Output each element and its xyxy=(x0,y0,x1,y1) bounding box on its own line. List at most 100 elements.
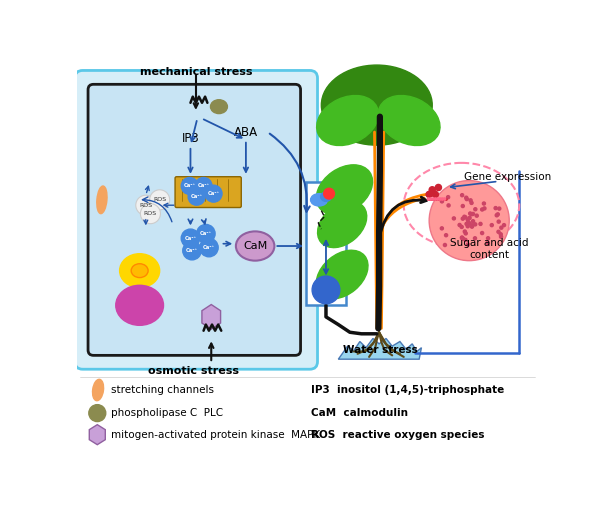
Circle shape xyxy=(482,202,485,205)
Circle shape xyxy=(469,212,472,215)
Circle shape xyxy=(446,196,449,199)
Text: ROS: ROS xyxy=(139,203,152,208)
Circle shape xyxy=(460,236,463,239)
Circle shape xyxy=(461,194,464,197)
Circle shape xyxy=(470,225,473,228)
Circle shape xyxy=(502,224,506,226)
Ellipse shape xyxy=(317,96,379,145)
Ellipse shape xyxy=(236,231,274,260)
Circle shape xyxy=(197,224,215,243)
Circle shape xyxy=(429,187,436,193)
Text: Water stress: Water stress xyxy=(343,345,418,355)
Circle shape xyxy=(500,235,503,238)
Circle shape xyxy=(440,200,443,203)
Text: IP3: IP3 xyxy=(182,132,199,145)
Circle shape xyxy=(429,180,509,260)
Text: stretching channels: stretching channels xyxy=(111,385,214,395)
Circle shape xyxy=(466,243,469,246)
Circle shape xyxy=(465,222,468,225)
Circle shape xyxy=(473,223,477,226)
Circle shape xyxy=(443,198,446,200)
Text: Ca²⁺: Ca²⁺ xyxy=(197,184,209,188)
Ellipse shape xyxy=(322,65,432,145)
Circle shape xyxy=(465,198,468,201)
Circle shape xyxy=(479,222,482,225)
Text: mitogen-activated protein kinase  MAPK: mitogen-activated protein kinase MAPK xyxy=(111,430,320,440)
Circle shape xyxy=(497,220,500,223)
Circle shape xyxy=(467,221,470,224)
Text: osmotic stress: osmotic stress xyxy=(148,366,239,376)
Circle shape xyxy=(469,199,472,202)
Circle shape xyxy=(463,230,466,233)
Text: Ca²⁺: Ca²⁺ xyxy=(200,231,212,236)
Ellipse shape xyxy=(97,186,107,213)
Text: ROS: ROS xyxy=(144,211,157,216)
Circle shape xyxy=(430,198,432,200)
Circle shape xyxy=(434,198,436,200)
Circle shape xyxy=(149,190,170,210)
Circle shape xyxy=(464,232,467,235)
Circle shape xyxy=(464,238,467,242)
Text: phospholipase C  PLC: phospholipase C PLC xyxy=(111,408,223,418)
Circle shape xyxy=(89,405,106,422)
Circle shape xyxy=(470,213,473,216)
Text: Ca²⁺: Ca²⁺ xyxy=(190,194,203,199)
Circle shape xyxy=(181,177,198,195)
Circle shape xyxy=(487,237,490,240)
Ellipse shape xyxy=(316,250,368,299)
Circle shape xyxy=(495,214,498,217)
Circle shape xyxy=(471,224,474,227)
Circle shape xyxy=(468,222,471,225)
Circle shape xyxy=(473,237,476,240)
Text: Sugar and acid
content: Sugar and acid content xyxy=(450,238,529,260)
Circle shape xyxy=(466,222,470,225)
Circle shape xyxy=(465,196,468,199)
Circle shape xyxy=(441,198,443,200)
Circle shape xyxy=(447,204,450,207)
Circle shape xyxy=(432,191,439,198)
Circle shape xyxy=(443,244,446,246)
Circle shape xyxy=(458,223,461,226)
Circle shape xyxy=(188,188,205,205)
Circle shape xyxy=(140,203,160,224)
Text: mechanical stress: mechanical stress xyxy=(140,67,252,77)
Circle shape xyxy=(136,195,156,215)
Circle shape xyxy=(472,212,475,215)
Text: Ca²⁺: Ca²⁺ xyxy=(184,236,197,241)
Circle shape xyxy=(483,207,486,210)
Circle shape xyxy=(490,224,493,226)
Circle shape xyxy=(436,198,439,200)
Circle shape xyxy=(195,177,212,195)
Ellipse shape xyxy=(116,285,164,325)
Circle shape xyxy=(323,188,334,199)
Circle shape xyxy=(183,242,201,260)
Circle shape xyxy=(472,220,475,223)
Circle shape xyxy=(496,213,499,216)
Circle shape xyxy=(470,201,473,204)
Circle shape xyxy=(474,208,477,211)
Ellipse shape xyxy=(316,165,373,215)
Circle shape xyxy=(461,236,464,240)
Circle shape xyxy=(452,217,455,220)
Circle shape xyxy=(312,276,340,304)
Ellipse shape xyxy=(92,379,104,401)
Circle shape xyxy=(468,217,471,220)
Circle shape xyxy=(500,226,503,229)
Bar xyxy=(306,182,346,305)
Circle shape xyxy=(460,225,463,229)
Ellipse shape xyxy=(311,194,328,206)
Circle shape xyxy=(464,216,467,219)
Text: Gene expression: Gene expression xyxy=(464,172,551,181)
Polygon shape xyxy=(202,304,221,329)
Circle shape xyxy=(205,185,222,202)
Circle shape xyxy=(494,207,497,210)
Ellipse shape xyxy=(131,264,148,278)
Circle shape xyxy=(432,198,434,200)
Circle shape xyxy=(463,215,466,218)
Text: Ca²⁺: Ca²⁺ xyxy=(186,248,198,253)
Text: Ca²⁺: Ca²⁺ xyxy=(203,245,215,250)
Text: Ca²⁺: Ca²⁺ xyxy=(184,184,196,188)
Text: IP3  inositol (1,4,5)-triphosphate: IP3 inositol (1,4,5)-triphosphate xyxy=(311,385,505,395)
Circle shape xyxy=(481,208,484,211)
Ellipse shape xyxy=(119,254,160,288)
